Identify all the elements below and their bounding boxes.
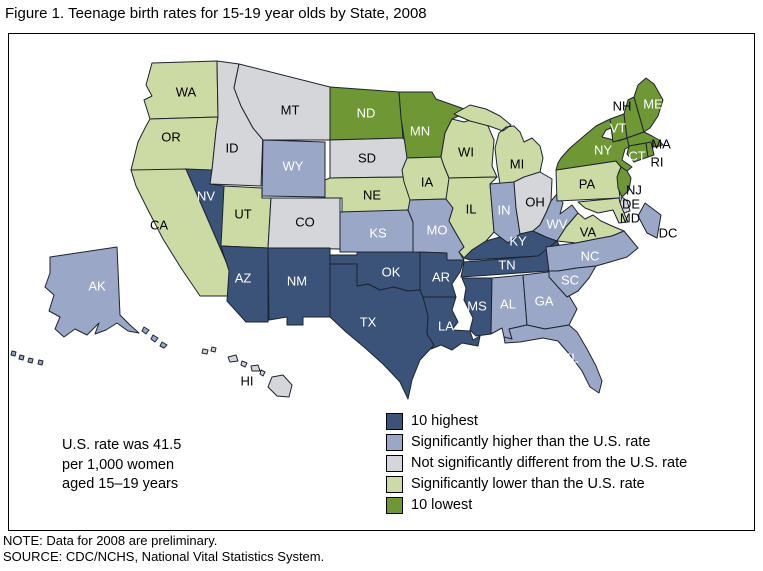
state-ME: [633, 77, 664, 133]
legend-item-highest: 10 highest: [386, 412, 687, 430]
state-SC: [548, 265, 597, 298]
state-label-HI: HI: [241, 374, 254, 389]
legend-swatch-highest: [386, 412, 403, 430]
state-label-WY: WY: [283, 159, 304, 174]
state-WI: [440, 117, 498, 179]
legend-swatch-higher: [386, 433, 403, 451]
state-label-CA: CA: [150, 218, 168, 233]
state-label-AZ: AZ: [235, 271, 252, 286]
state-label-DC: DC: [659, 226, 678, 241]
legend-label-highest: 10 highest: [411, 413, 478, 429]
state-label-WV: WV: [547, 217, 568, 232]
state-label-IN: IN: [498, 203, 511, 218]
state-label-OH: OH: [525, 195, 545, 210]
state-label-MT: MT: [281, 103, 300, 118]
state-label-MA: MA: [651, 137, 671, 152]
us-rate-note-line1: U.S. rate was 41.5: [62, 437, 182, 453]
legend-swatch-lower: [386, 475, 403, 493]
state-RI: [645, 141, 655, 158]
state-label-IA: IA: [421, 175, 434, 190]
state-label-TN: TN: [498, 258, 515, 273]
legend-label-not_different: Not significantly different from the U.S…: [411, 455, 688, 471]
state-label-IL: IL: [466, 202, 477, 217]
state-label-WA: WA: [176, 85, 197, 100]
state-label-MO: MO: [427, 223, 448, 238]
state-label-TX: TX: [360, 315, 377, 330]
state-label-CO: CO: [295, 215, 315, 230]
state-label-AK: AK: [88, 279, 106, 294]
state-label-ND: ND: [357, 106, 376, 121]
state-NJ: [616, 166, 632, 198]
state-label-AL: AL: [500, 297, 516, 312]
state-label-NC: NC: [581, 249, 600, 264]
state-label-SD: SD: [358, 151, 376, 166]
legend-item-higher: Significantly higher than the U.S. rate: [386, 433, 687, 451]
state-label-OR: OR: [161, 130, 181, 145]
state-label-VA: VA: [580, 225, 597, 240]
footer-source: SOURCE: CDC/NCHS, National Vital Statist…: [3, 548, 325, 564]
state-FL: [503, 324, 603, 394]
us-rate-note-line3: aged 15–19 years: [62, 476, 179, 492]
state-label-MI: MI: [510, 157, 524, 172]
state-label-MS: MS: [467, 299, 487, 314]
state-label-MN: MN: [410, 124, 430, 139]
legend-swatch-not_different: [386, 454, 403, 472]
state-label-NJ: NJ: [626, 183, 642, 198]
legend-item-lower: Significantly lower than the U.S. rate: [386, 475, 687, 493]
state-DC: [637, 202, 662, 239]
state-label-NV: NV: [197, 189, 215, 204]
us-rate-note-line2: per 1,000 women: [62, 456, 175, 473]
legend-item-not_different: Not significantly different from the U.S…: [386, 454, 688, 472]
state-label-AR: AR: [432, 270, 450, 285]
state-MD: [577, 197, 629, 224]
state-label-RI: RI: [651, 155, 664, 170]
legend-label-lower: Significantly lower than the U.S. rate: [411, 476, 645, 492]
state-label-MD: MD: [620, 211, 640, 226]
state-HI: [201, 346, 293, 398]
state-label-GA: GA: [535, 294, 554, 309]
legend-label-higher: Significantly higher than the U.S. rate: [411, 434, 651, 450]
figure-border-box: [8, 33, 755, 531]
state-label-NH: NH: [613, 99, 632, 114]
state-label-OK: OK: [382, 265, 401, 280]
legend-item-lowest: 10 lowest: [386, 496, 687, 514]
state-label-NE: NE: [363, 188, 381, 203]
figure-title: Figure 1. Teenage birth rates for 15-19 …: [5, 5, 427, 22]
footer-note: NOTE: Data for 2008 are preliminary.: [3, 533, 218, 548]
state-LA: [422, 296, 481, 351]
state-AK: [10, 246, 168, 366]
state-MI: [453, 104, 544, 185]
us-rate-note: U.S. rate was 41.5 per 1,000 women aged …: [62, 436, 181, 495]
state-label-WI: WI: [458, 145, 474, 160]
state-label-LA: LA: [438, 319, 454, 334]
figure-footer: NOTE: Data for 2008 are preliminary. SOU…: [3, 533, 324, 564]
map-legend: 10 highest Significantly higher than the …: [386, 412, 688, 514]
state-label-UT: UT: [234, 207, 251, 222]
state-CT: [626, 142, 649, 163]
state-label-NY: NY: [594, 143, 612, 158]
legend-label-lowest: 10 lowest: [411, 497, 473, 513]
state-label-VT: VT: [610, 121, 627, 136]
state-label-ME: ME: [643, 97, 663, 112]
legend-swatch-lowest: [386, 496, 403, 514]
state-label-PA: PA: [579, 177, 596, 192]
state-label-KS: KS: [369, 226, 387, 241]
state-label-NM: NM: [287, 274, 307, 289]
state-label-KY: KY: [509, 234, 527, 249]
state-label-DE: DE: [622, 197, 640, 212]
state-label-ID: ID: [226, 141, 239, 156]
state-label-SC: SC: [561, 273, 579, 288]
state-label-CT: CT: [628, 149, 645, 164]
state-AR: [419, 251, 465, 298]
state-label-FL: FL: [563, 351, 578, 366]
